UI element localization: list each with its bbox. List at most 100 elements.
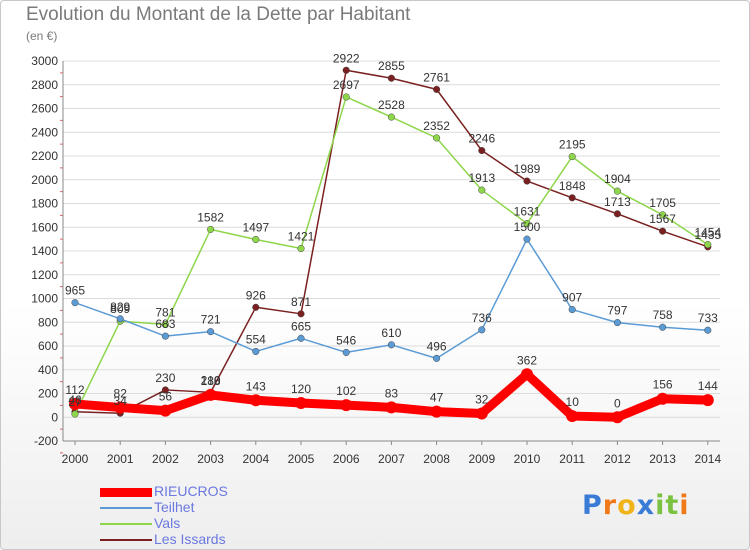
data-label: 34 (114, 394, 128, 408)
data-point (207, 225, 215, 233)
y-tick-label: 2800 (31, 78, 58, 92)
legend-item: Vals (100, 515, 300, 532)
legend: RIEUCROS Teilhet Vals Les Issards (100, 483, 300, 548)
logo-letter: o (617, 490, 637, 521)
data-label: 1582 (197, 210, 224, 224)
logo-letter: x (636, 490, 656, 521)
legend-swatch (100, 539, 152, 541)
y-tick-label: 2000 (31, 173, 58, 187)
y-tick-label: 200 (38, 387, 58, 401)
data-point (521, 368, 533, 381)
data-point (475, 407, 488, 420)
data-point (568, 305, 576, 314)
data-point (297, 334, 305, 342)
x-tick-label: 2014 (694, 452, 721, 466)
x-tick-label: 2002 (152, 452, 179, 466)
logo-letter: t (665, 490, 680, 521)
x-tick-label: 2003 (197, 452, 224, 466)
data-point (340, 399, 353, 412)
data-point (568, 194, 576, 202)
data-label: 2352 (423, 119, 450, 133)
data-label: 2922 (333, 51, 360, 65)
data-labels: 46 34 230 210 926 871 2922 2855 2761 2246 1989 1848… (65, 51, 721, 410)
data-label: 2195 (559, 138, 586, 152)
data-label: 1989 (514, 162, 541, 176)
data-point (433, 85, 441, 93)
y-tick-label: 2400 (31, 125, 58, 139)
y-tick-label: 800 (38, 315, 58, 329)
data-point (249, 394, 262, 407)
data-label: 871 (291, 295, 311, 309)
data-label: 56 (159, 390, 173, 404)
data-point (161, 332, 169, 340)
data-label: 1705 (649, 196, 676, 210)
data-label: 907 (562, 291, 582, 305)
data-label: 610 (381, 326, 401, 340)
data-point (478, 326, 486, 334)
data-label: 1913 (468, 171, 495, 185)
data-label: 188 (201, 374, 221, 388)
data-point (252, 347, 260, 356)
x-tick-label: 2000 (62, 452, 89, 466)
data-point (568, 153, 576, 161)
legend-swatch (100, 487, 152, 497)
data-point (71, 410, 79, 418)
series-line (74, 69, 709, 414)
data-label: 156 (653, 378, 673, 392)
data-point (159, 404, 172, 417)
data-point (387, 74, 395, 82)
data-label: 1421 (288, 230, 315, 244)
x-tick-label: 2012 (604, 452, 631, 466)
data-point (385, 401, 398, 414)
data-label: 1904 (604, 172, 631, 186)
data-point (342, 66, 350, 74)
logo-letter: P (582, 490, 603, 521)
data-point (659, 227, 667, 235)
x-tick-label: 2011 (559, 452, 585, 466)
data-label: 926 (246, 288, 266, 302)
data-label: 1713 (604, 195, 631, 209)
x-tick-label: 2010 (514, 452, 541, 466)
data-label: 46 (68, 393, 82, 407)
y-tick-label: 1200 (31, 268, 58, 282)
legend-label: Vals (154, 515, 181, 531)
data-label: 797 (607, 304, 627, 318)
data-label: 362 (517, 353, 537, 367)
data-label: 27 (68, 395, 82, 409)
data-point (71, 299, 79, 307)
data-label: 230 (155, 371, 175, 385)
data-point (295, 397, 307, 409)
legend-label: RIEUCROS (154, 483, 228, 499)
legend-item: Teilhet (100, 499, 300, 516)
data-point (611, 411, 624, 424)
data-label: 809 (110, 302, 130, 316)
data-point (342, 348, 350, 356)
data-point (566, 410, 579, 423)
data-label: 2855 (378, 59, 405, 73)
data-point (523, 220, 531, 228)
data-label: 2697 (333, 78, 360, 92)
data-point (701, 394, 714, 407)
x-tick-label: 2008 (423, 452, 450, 466)
logo-letter: i (679, 490, 690, 521)
y-tick-label: 600 (38, 339, 58, 353)
data-point (387, 113, 395, 121)
data-label: 83 (385, 386, 399, 400)
data-point (613, 187, 621, 195)
data-label: 1500 (514, 220, 541, 234)
data-label: 1848 (559, 179, 586, 193)
data-label: 733 (698, 311, 718, 325)
x-tick-label: 2006 (333, 452, 360, 466)
data-point (478, 186, 486, 194)
y-tick-label: 1600 (31, 220, 58, 234)
x-axis-ticks: 2000 2001 2002 2003 2004 2005 2006 2007 2008 2009… (62, 441, 721, 466)
data-point (69, 397, 81, 410)
x-tick-label: 2001 (107, 452, 134, 466)
data-label: 0 (614, 396, 621, 410)
data-label: 2528 (378, 98, 405, 112)
y-tick-label: 2200 (31, 149, 58, 163)
data-point (433, 134, 441, 142)
x-tick-label: 2004 (242, 452, 269, 466)
logo-letter: i (655, 490, 666, 521)
series-line (74, 96, 709, 415)
